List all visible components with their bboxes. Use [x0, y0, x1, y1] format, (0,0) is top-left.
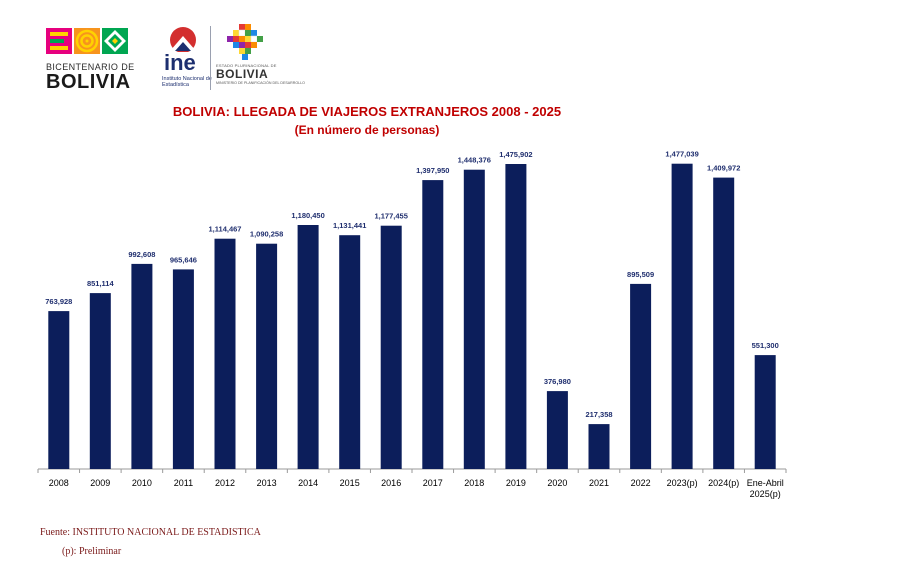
category-label: 2008 [49, 478, 69, 488]
category-label: 2019 [506, 478, 526, 488]
value-label: 763,928 [45, 297, 72, 306]
bar-2010 [131, 263, 153, 469]
category-label: 2024(p) [708, 478, 739, 488]
bicentenario-diamond-icon [102, 28, 128, 54]
ine-subtitle: Instituto Nacional de Estadística [162, 76, 212, 88]
preliminary-note: (p): Preliminar [62, 546, 122, 557]
bar-2024-p- [713, 177, 735, 469]
bar-2019 [505, 164, 527, 469]
value-label: 851,114 [87, 279, 115, 288]
estado-bolivia-logo: ESTADO PLURINACIONAL DE BOLIVIA MINISTER… [216, 24, 305, 94]
ine-logo: ine Instituto Nacional de Estadística [160, 24, 212, 94]
bicentenario-line1: BICENTENARIO DE [46, 62, 135, 72]
category-label: 2012 [215, 478, 235, 488]
category-label: 2011 [174, 478, 193, 488]
bicentenario-spiral-icon [74, 28, 100, 54]
value-label: 1,114,467 [209, 225, 242, 234]
estado-bolivia-text: BOLIVIA [216, 67, 269, 81]
value-label: 1,397,950 [416, 166, 449, 175]
value-label: 965,646 [170, 255, 197, 264]
category-label: Ene-Abril 2025(p) [747, 478, 784, 499]
value-label: 1,448,376 [458, 156, 491, 165]
value-label: 551,300 [752, 341, 779, 350]
category-label: 2023(p) [667, 478, 698, 488]
value-label: 376,980 [544, 377, 571, 386]
value-label: 1,409,972 [707, 164, 740, 173]
value-label: 217,358 [585, 410, 612, 419]
category-label: 2020 [547, 478, 567, 488]
logo-group: BICENTENARIO DE BOLIVIA ine Instituto Na… [46, 24, 305, 94]
category-label: 2022 [631, 478, 651, 488]
category-label: 2016 [381, 478, 401, 488]
wiphala-cross-icon [227, 24, 263, 60]
logo-divider [210, 26, 211, 90]
category-label: 2009 [90, 478, 110, 488]
category-label: 2013 [257, 478, 277, 488]
bar-2012 [214, 238, 236, 469]
bar-2013 [256, 243, 278, 469]
bicentenario-line2: BOLIVIA [46, 71, 131, 93]
category-label: 2017 [423, 478, 443, 488]
estado-ministry-text: MINISTERIO DE PLANIFICACIÓN DEL DESARROL… [216, 81, 305, 85]
chart-subtitle: (En número de personas) [294, 123, 440, 137]
value-label: 1,180,450 [291, 211, 324, 220]
category-label: 2015 [340, 478, 360, 488]
value-label: 1,131,441 [333, 221, 366, 230]
value-label: 992,608 [128, 250, 155, 259]
estado-sup-text: ESTADO PLURINACIONAL DE [216, 63, 277, 68]
bar-2015 [339, 235, 361, 469]
bar-2017 [422, 180, 444, 469]
source-note: Fuente: INSTITUTO NACIONAL DE ESTADISTIC… [40, 527, 261, 538]
value-label: 1,475,902 [499, 150, 532, 159]
bicentenario-logo: BICENTENARIO DE BOLIVIA [46, 24, 156, 94]
bicentenario-e-icon [46, 28, 72, 54]
category-label: 2014 [298, 478, 318, 488]
bar-2014 [297, 225, 319, 469]
value-label: 1,477,039 [665, 150, 698, 159]
ine-mountain-icon [170, 27, 196, 52]
bar-2008 [48, 311, 70, 469]
value-label: 895,509 [627, 270, 654, 279]
chart-title: BOLIVIA: LLEGADA DE VIAJEROS EXTRANJEROS… [172, 104, 562, 119]
value-label: 1,090,258 [250, 230, 283, 239]
bar-2023-p- [671, 163, 693, 469]
value-label: 1,177,455 [375, 212, 408, 221]
category-label: 2010 [132, 478, 152, 488]
bar-ene-abril-2025-p- [754, 355, 776, 469]
category-label: 2018 [464, 478, 484, 488]
bar-2018 [463, 169, 485, 469]
category-label: 2021 [589, 478, 609, 488]
bar-2011 [172, 269, 194, 469]
bar-2021 [588, 424, 610, 469]
bar-2022 [630, 283, 652, 469]
bar-2016 [380, 225, 402, 469]
bar-2020 [546, 391, 568, 469]
bar-2009 [89, 293, 111, 469]
ine-wordmark: ine [164, 50, 196, 75]
